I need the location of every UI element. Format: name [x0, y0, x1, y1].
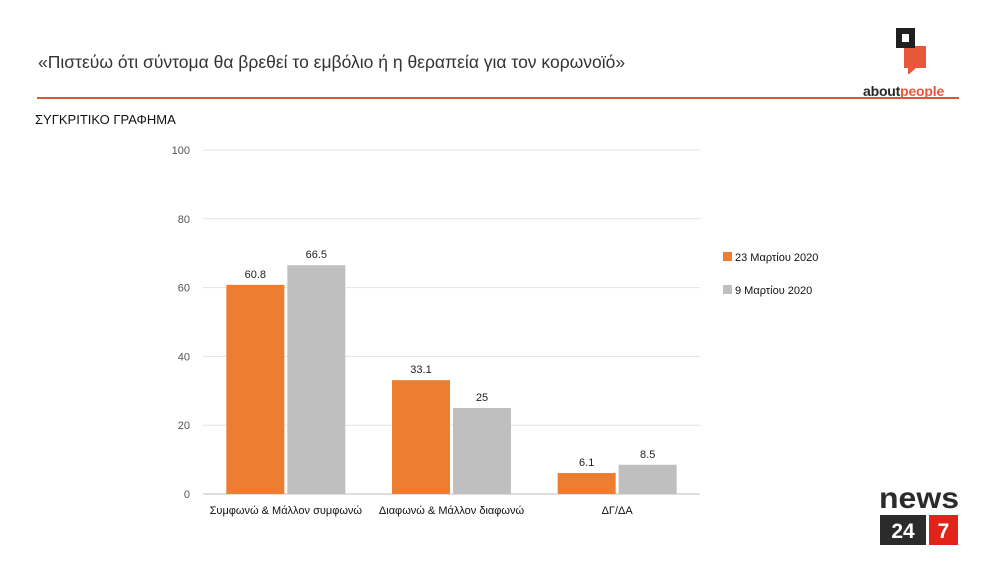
x-category-label: Συμφωνώ & Μάλλον συμφωνώ	[210, 505, 363, 517]
bar-value-label: 6.1	[579, 457, 594, 469]
header-divider	[37, 97, 959, 99]
speech-bubble-icon	[896, 28, 926, 74]
bar-value-label: 25	[476, 392, 488, 404]
headline: «Πιστεύω ότι σύντομα θα βρεθεί το εμβόλι…	[38, 52, 626, 72]
y-tick-label: 40	[178, 351, 190, 363]
x-category-label: ΔΓ/ΔΑ	[602, 505, 634, 517]
brand-name-part2: people	[900, 83, 945, 99]
news-logo-7: 7	[938, 520, 950, 543]
bar	[226, 284, 285, 494]
bar	[618, 464, 677, 494]
y-tick-label: 80	[178, 214, 190, 226]
bar-value-label: 60.8	[245, 269, 266, 281]
legend-swatch	[723, 252, 732, 261]
bar	[392, 380, 450, 494]
y-tick-label: 0	[184, 489, 190, 501]
news-logo-24: 24	[891, 520, 915, 543]
news247-logo: news 24 7	[879, 483, 959, 545]
news-logo-word: news	[879, 483, 959, 515]
bar-value-label: 66.5	[306, 249, 327, 261]
bar	[287, 265, 346, 494]
brand-name: aboutpeople	[863, 83, 944, 99]
y-tick-label: 20	[178, 420, 190, 432]
x-category-label: Διαφωνώ & Μάλλον διαφωνώ	[379, 505, 525, 517]
legend-label: 9 Μαρτίου 2020	[735, 285, 812, 297]
aboutpeople-logo: aboutpeople	[862, 26, 962, 99]
legend-swatch	[723, 285, 732, 294]
bar-value-label: 33.1	[410, 364, 431, 376]
bar-value-label: 8.5	[640, 449, 655, 461]
bar	[557, 473, 616, 494]
legend-label: 23 Μαρτίου 2020	[735, 252, 818, 264]
brand-name-part1: about	[863, 83, 901, 99]
chart-subtitle: ΣΥΓΚΡΙΤΙΚΟ ΓΡΑΦΗΜΑ	[35, 112, 176, 127]
bar	[453, 408, 511, 494]
y-tick-label: 100	[172, 145, 190, 157]
y-tick-label: 60	[178, 283, 190, 295]
